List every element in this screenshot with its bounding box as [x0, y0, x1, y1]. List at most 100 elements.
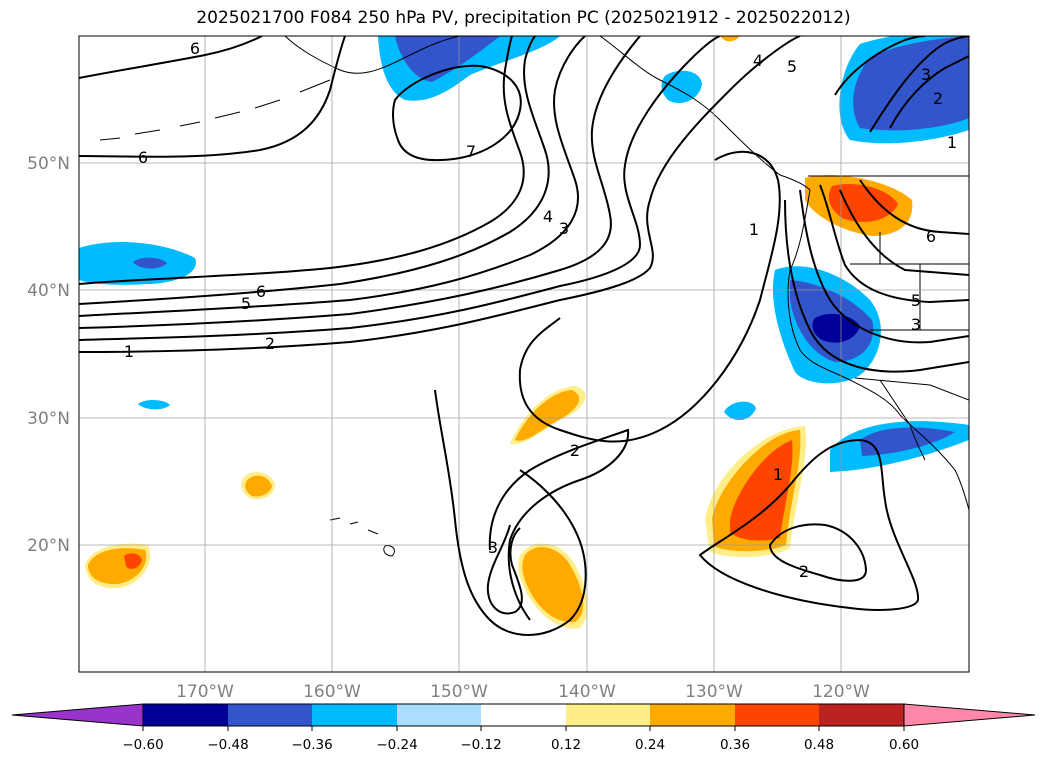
contour-label: 1	[773, 465, 783, 484]
contour-label: 2	[265, 334, 275, 353]
colorbar-right-extend	[903, 703, 1036, 727]
contour-label: 1	[947, 133, 957, 152]
contour-line-6	[79, 36, 525, 285]
colorbar-tick-label: −0.24	[376, 737, 417, 753]
contour-line-13	[488, 428, 630, 621]
contour-label: 2	[933, 89, 943, 108]
colorbar: −0.60 −0.48 −0.36 −0.24 −0.12 0.12 0.24 …	[11, 703, 1036, 753]
pos-dark-f	[124, 553, 142, 569]
contour-labels: 6 6 6 5 2 1 7 4 3 2 3 1 2 1 4 5 3 2 1 6 …	[124, 39, 957, 581]
neg-small-b	[724, 401, 756, 421]
pv-contours	[79, 36, 969, 636]
colorbar-tick-label: 0.36	[720, 737, 750, 753]
neg-dark-calif	[812, 313, 860, 343]
contour-line-15	[698, 438, 920, 611]
contour-line-2	[79, 36, 721, 341]
contour-label: 7	[466, 142, 476, 161]
contour-line-16	[768, 523, 868, 582]
lat-label: 50°N	[27, 154, 70, 174]
contour-line-9	[392, 64, 522, 162]
lon-label: 140°W	[558, 682, 616, 702]
lat-label: 40°N	[27, 281, 70, 301]
colorbar-bin	[650, 704, 735, 726]
contour-label: 3	[559, 219, 569, 238]
coast-baja	[879, 379, 926, 461]
colorbar-tick-label: −0.12	[460, 737, 501, 753]
neg-core-west	[133, 257, 167, 269]
precip-shading	[79, 36, 969, 629]
contour-line-3	[79, 36, 641, 329]
lon-label: 130°W	[685, 682, 743, 702]
contour-label: 6	[256, 282, 266, 301]
colorbar-left-extend	[11, 703, 144, 727]
coast-hawaii	[329, 517, 395, 557]
coast-bc	[599, 36, 811, 191]
colorbar-bin	[228, 704, 312, 726]
coast-aleutians	[99, 79, 331, 141]
colorbar-bin	[566, 704, 650, 726]
neg-core-mex	[860, 427, 955, 456]
colorbar-bin	[312, 704, 397, 726]
contour-line-12	[434, 389, 587, 636]
map-panel: 6 6 6 5 2 1 7 4 3 2 3 1 2 1 4 5 3 2 1 6 …	[78, 35, 970, 673]
gridlines	[79, 36, 969, 672]
map-title: 2025021700 F084 250 hPa PV, precipitatio…	[196, 8, 851, 28]
contour-line-4	[79, 36, 586, 317]
colorbar-bin	[397, 704, 481, 726]
contour-line-8	[79, 36, 263, 79]
contour-label: 6	[190, 39, 200, 58]
contour-label: 1	[749, 220, 759, 239]
contour-label: 4	[753, 51, 763, 70]
colorbar-bin	[819, 704, 904, 726]
contour-label: 6	[138, 148, 148, 167]
lat-labels: 20°N 30°N 40°N 50°N	[27, 154, 70, 556]
state-lines	[850, 232, 969, 331]
lon-label: 150°W	[430, 682, 488, 702]
lon-labels: 170°W 160°W 150°W 140°W 130°W 120°W	[176, 682, 870, 702]
contour-line-19	[784, 199, 969, 373]
pos-core-c	[522, 547, 584, 623]
colorbar-tick-label: 0.12	[551, 737, 581, 753]
colorbar-tick-label: 0.60	[889, 737, 919, 753]
contour-line-5	[79, 36, 550, 305]
contour-line-11	[518, 150, 781, 443]
neg-core-ne	[853, 36, 969, 131]
contour-label: 1	[124, 342, 134, 361]
contour-label: 5	[911, 291, 921, 310]
colorbar-bin	[735, 704, 819, 726]
lon-label: 170°W	[176, 682, 234, 702]
colorbar-tick-label: −0.36	[291, 737, 332, 753]
contour-line-17	[819, 184, 969, 304]
colorbar-bin	[143, 704, 228, 726]
pos-core-b	[515, 390, 580, 441]
contour-label: 6	[926, 227, 936, 246]
lat-label: 20°N	[27, 536, 70, 556]
colorbar-frame	[142, 703, 905, 727]
pos-dark-d	[730, 440, 793, 541]
pos-core-e	[245, 475, 272, 497]
colorbar-tick-label: 0.24	[635, 737, 665, 753]
contour-label: 3	[921, 65, 931, 84]
neg-core-north	[395, 36, 500, 82]
lat-label: 30°N	[27, 409, 70, 429]
contour-label: 2	[799, 562, 809, 581]
border-us-mex	[854, 377, 969, 401]
contour-line-14	[486, 524, 523, 615]
contour-label: 5	[241, 294, 251, 313]
colorbar-tick-label: −0.60	[122, 737, 163, 753]
colorbar-ticks	[142, 726, 905, 731]
lon-label: 160°W	[303, 682, 361, 702]
contour-label: 3	[911, 315, 921, 334]
pos-area-ak	[720, 36, 740, 42]
contour-line-20	[839, 189, 969, 276]
contour-line-1	[79, 36, 801, 353]
contour-label: 3	[488, 538, 498, 557]
pos-core-nw-us	[828, 184, 898, 222]
contour-label: 4	[543, 207, 553, 226]
map-frame	[78, 35, 970, 673]
neg-small-a	[138, 399, 170, 410]
contour-label: 5	[787, 57, 797, 76]
contour-line-21	[859, 179, 969, 235]
colorbar-tick-label: −0.48	[207, 737, 248, 753]
